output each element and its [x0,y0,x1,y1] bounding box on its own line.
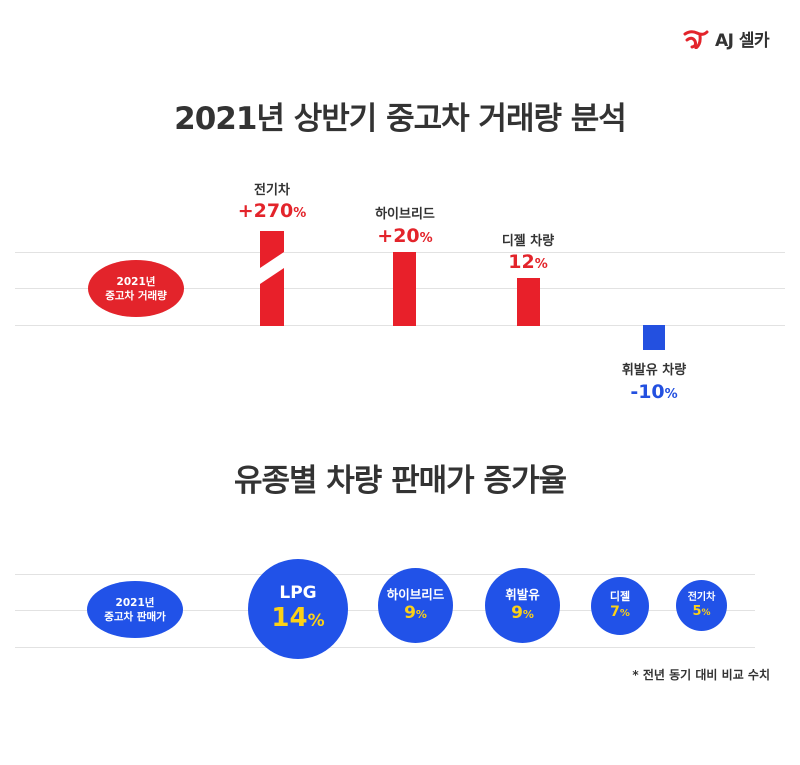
legend-oval-volume: 2021년 중고차 거래량 [88,260,184,317]
bar-label-gasoline: 휘발유 차량 [621,363,687,378]
bar-label-ev: 전기차 [254,183,290,198]
bar-value-ev: +270% [237,200,307,222]
bar-value-gasoline: -10% [630,381,678,403]
footnote: * 전년 동기 대비 비교 수치 [632,668,770,682]
circle-diesel: 디젤 7% [591,577,649,635]
circle-hybrid: 하이브리드 9% [378,568,453,643]
section1-title: 2021년 상반기 중고차 거래량 분석 [174,101,627,137]
section2-title: 유종별 차량 판매가 증가율 [233,463,567,499]
legend-line1: 2021년 [115,596,155,609]
bar-gasoline [643,325,665,350]
gridline [15,574,755,575]
brand-logo: AJ 셀카 [683,26,770,51]
legend-oval-price: 2021년 중고차 판매가 [87,581,183,638]
circle-gasoline: 휘발유 9% [485,568,560,643]
legend-line2: 중고차 판매가 [104,610,166,623]
circle-ev: 전기차 5% [676,580,727,631]
circle-lpg: LPG 14% [248,559,348,659]
bar-hybrid [393,252,416,326]
gridline [15,647,755,648]
bar-ev [260,231,284,326]
bar-value-diesel: 12% [508,251,548,273]
bar-label-diesel: 디젤 차량 [501,234,555,249]
legend-line2: 중고차 거래량 [105,289,167,302]
legend-line1: 2021년 [116,275,156,288]
bar-value-hybrid: +20% [377,225,433,247]
bar-label-hybrid: 하이브리드 [375,207,435,222]
bar-diesel [517,278,540,326]
aj-logo-icon [683,29,709,49]
brand-name: AJ 셀카 [715,31,770,51]
